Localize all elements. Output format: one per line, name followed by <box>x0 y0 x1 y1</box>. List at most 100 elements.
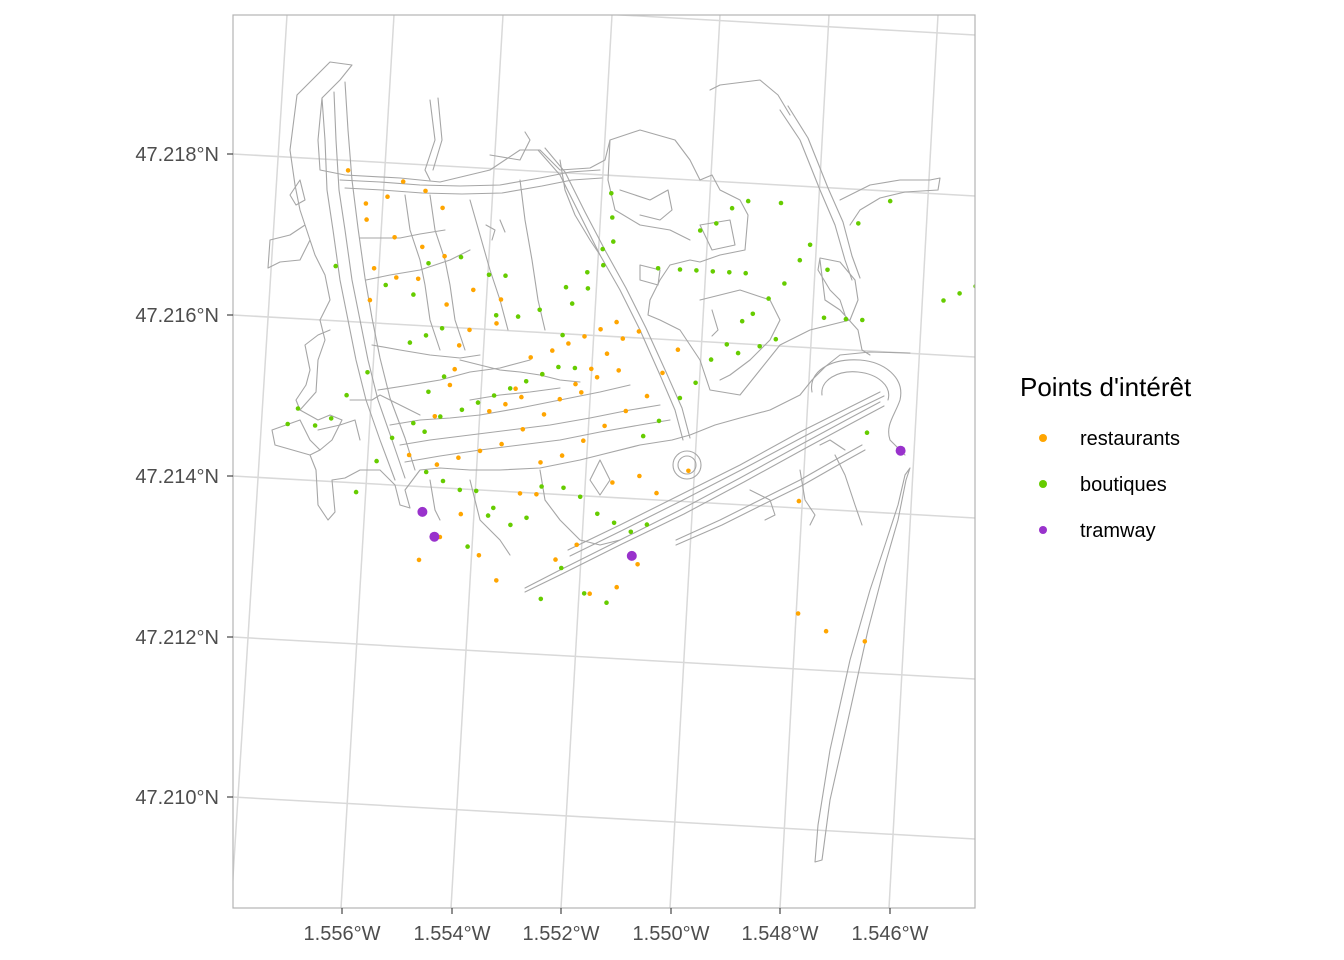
poi-point-boutiques <box>556 364 561 370</box>
street-h-2 <box>344 177 603 195</box>
poi-point-restaurants <box>598 327 603 332</box>
poi-point-restaurants <box>477 448 483 454</box>
poi-point-restaurants <box>602 423 607 429</box>
poi-point-boutiques <box>523 379 529 384</box>
poi-point-boutiques <box>508 522 513 528</box>
poi-point-boutiques <box>595 511 600 517</box>
poi-point-restaurants <box>623 408 629 414</box>
poi-point-boutiques <box>411 420 416 426</box>
highway-lane-5 <box>675 444 863 541</box>
roundabout-west <box>677 455 697 475</box>
x-axis: 1.556°W 1.554°W 1.552°W 1.550°W 1.548°W … <box>304 908 929 945</box>
poi-point-boutiques <box>426 389 431 395</box>
poi-point-restaurants <box>442 253 447 259</box>
poi-point-boutiques <box>601 262 606 268</box>
poi-point-boutiques <box>694 268 699 273</box>
poi-point-restaurants <box>557 396 563 402</box>
poi-point-boutiques <box>438 414 443 419</box>
poi-point-restaurants <box>456 455 461 461</box>
poi-point-boutiques <box>609 191 614 196</box>
poi-point-restaurants <box>644 393 650 399</box>
legend-title: Points d'intérêt <box>1020 372 1192 402</box>
street-h-8 <box>399 404 661 446</box>
poi-point-restaurants <box>400 179 406 184</box>
poi-point-boutiques <box>333 263 339 269</box>
poi-point-boutiques <box>739 318 745 324</box>
poi-point-restaurants <box>494 321 499 326</box>
poi-point-restaurants <box>364 217 369 222</box>
poi-point-boutiques <box>422 429 427 435</box>
graticule-lon-1544 <box>888 15 939 908</box>
highway-lane-2 <box>524 405 885 593</box>
y-tick-label: 47.214°N <box>135 466 219 488</box>
poi-point-boutiques <box>569 301 575 306</box>
poi-point-boutiques <box>729 205 735 211</box>
poi-point-boutiques <box>604 600 609 605</box>
boulevard-north-south-2 <box>544 147 691 439</box>
poi-point-boutiques <box>941 298 946 303</box>
poi-point-restaurants <box>476 553 482 558</box>
block-15 <box>469 479 511 556</box>
poi-point-boutiques <box>710 269 716 274</box>
x-tick-label: 1.554°W <box>414 923 491 945</box>
block-8 <box>619 189 673 221</box>
poi-point-restaurants <box>686 468 691 474</box>
block-25 <box>289 179 306 206</box>
y-tick-label: 47.212°N <box>135 627 219 649</box>
poi-point-boutiques <box>563 284 569 290</box>
poi-point-boutiques <box>285 421 291 427</box>
block-9 <box>639 264 661 286</box>
poi-point-restaurants <box>471 287 476 293</box>
block-26 <box>317 419 361 441</box>
poi-point-restaurants <box>371 266 377 271</box>
points-boutiques <box>285 191 983 605</box>
block-6 <box>424 97 443 181</box>
poi-point-restaurants <box>862 639 868 644</box>
graticule-lat-47216 <box>233 314 975 358</box>
poi-point-boutiques <box>423 469 429 475</box>
street-h-7 <box>389 384 631 426</box>
poi-point-boutiques <box>423 333 429 338</box>
poi-point-boutiques <box>644 522 650 527</box>
poi-point-boutiques <box>697 228 703 233</box>
poi-point-tramway <box>417 506 428 517</box>
poi-point-restaurants <box>541 412 547 417</box>
poi-point-restaurants <box>517 491 523 496</box>
poi-point-restaurants <box>447 382 453 388</box>
poi-point-restaurants <box>566 341 571 346</box>
poi-point-boutiques <box>365 370 370 375</box>
poi-point-restaurants <box>440 205 445 211</box>
poi-point-restaurants <box>604 351 610 357</box>
road-far-east <box>709 79 791 116</box>
poi-point-boutiques <box>312 423 318 428</box>
x-tick-label: 1.548°W <box>742 923 819 945</box>
poi-point-boutiques <box>655 266 661 271</box>
block-20 <box>799 469 816 526</box>
x-tick-label: 1.550°W <box>633 923 710 945</box>
street-outline-west <box>267 184 331 411</box>
poi-point-boutiques <box>389 435 395 441</box>
poi-point-boutiques <box>724 342 730 347</box>
poi-point-restaurants <box>610 480 615 485</box>
poi-point-boutiques <box>745 198 751 204</box>
y-tick-label: 47.218°N <box>135 144 219 166</box>
block-19 <box>749 489 776 521</box>
poi-point-boutiques <box>600 246 605 252</box>
poi-point-boutiques <box>439 326 445 331</box>
poi-point-boutiques <box>727 270 732 275</box>
poi-point-tramway <box>626 550 637 561</box>
poi-point-boutiques <box>503 273 508 279</box>
poi-point-boutiques <box>611 520 617 526</box>
poi-point-boutiques <box>773 336 779 342</box>
poi-point-boutiques <box>561 485 566 491</box>
street-nw-2 <box>333 91 406 479</box>
poi-point-boutiques <box>540 371 545 377</box>
poi-point-restaurants <box>363 201 369 206</box>
poi-point-restaurants <box>392 235 397 240</box>
poi-point-restaurants <box>528 355 533 360</box>
poi-point-boutiques <box>978 405 983 410</box>
poi-point-restaurants <box>636 329 642 334</box>
street-h-5 <box>371 344 481 359</box>
poi-point-boutiques <box>475 400 481 405</box>
poi-point-restaurants <box>503 401 508 407</box>
